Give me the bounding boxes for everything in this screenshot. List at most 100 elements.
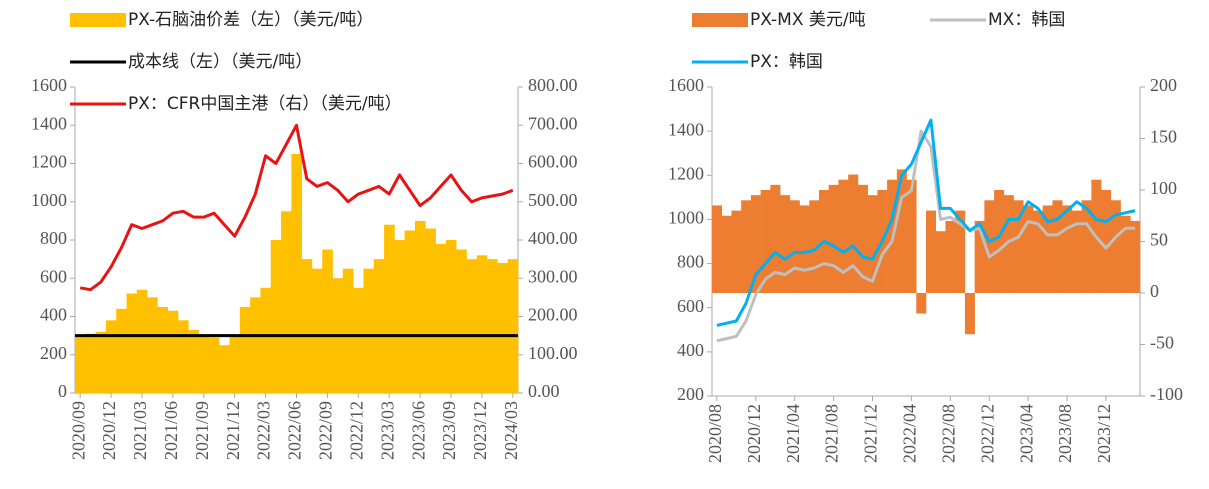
line <box>79 123 514 292</box>
x-tick-label: 2021/12 <box>223 401 243 460</box>
bar <box>750 195 761 293</box>
y-tick-label: 800 <box>40 228 67 248</box>
y2-tick-label: 0 <box>1150 281 1159 301</box>
y-tick-label: 1400 <box>31 113 67 133</box>
x-tick-label: 2021/12 <box>861 404 881 463</box>
bar <box>916 293 927 314</box>
x-tick-label: 2022/12 <box>977 404 997 463</box>
bar <box>147 297 158 393</box>
bar <box>219 345 230 393</box>
legend-label: 成本线（左）（美元/吨） <box>128 52 312 72</box>
bar <box>507 259 519 393</box>
line <box>716 118 1136 327</box>
y-tick-label: 1400 <box>668 119 704 139</box>
bar <box>848 174 859 293</box>
x-tick-label: 2023/09 <box>439 401 459 460</box>
bar <box>311 268 323 393</box>
bar <box>1033 210 1044 293</box>
y2-tick-label: 700.00 <box>528 113 578 133</box>
bar <box>1081 200 1092 293</box>
x-tick-label: 2020/09 <box>68 401 88 460</box>
bar <box>867 195 878 293</box>
bar <box>167 310 179 393</box>
y-tick-label: 1600 <box>668 75 704 95</box>
bar <box>935 231 946 293</box>
x-tick-label: 2020/12 <box>744 404 764 463</box>
bar <box>394 240 405 393</box>
bar <box>712 205 723 293</box>
bar <box>445 240 457 393</box>
y-tick-label: 400 <box>677 340 704 360</box>
x-tick-label: 2023/12 <box>470 401 490 460</box>
x-tick-label: 2021/04 <box>783 404 803 463</box>
bar <box>363 268 375 393</box>
x-tick-label: 2022/12 <box>346 401 366 460</box>
bar <box>239 306 251 393</box>
bar <box>984 200 995 293</box>
y2-tick-label: -100 <box>1150 384 1183 404</box>
bar <box>157 306 169 393</box>
bar <box>435 243 447 393</box>
bar <box>425 228 436 393</box>
legend-label: PX：韩国 <box>750 52 823 72</box>
bar <box>926 210 937 293</box>
x-tick-label: 2023/08 <box>1055 404 1075 463</box>
y2-tick-label: 200.00 <box>528 305 578 325</box>
bar <box>1071 210 1082 293</box>
bar <box>301 259 313 393</box>
bar <box>384 224 395 393</box>
bar <box>945 220 956 293</box>
y2-tick-label: 500.00 <box>528 190 578 210</box>
bar <box>1023 205 1034 293</box>
bar <box>770 184 781 293</box>
y2-tick-label: 400.00 <box>528 228 578 248</box>
bar <box>85 333 96 393</box>
bar <box>789 200 800 293</box>
bar <box>250 297 261 393</box>
y-tick-label: 1000 <box>668 208 704 228</box>
y2-tick-label: -50 <box>1150 333 1174 353</box>
y2-tick-label: 800.00 <box>528 75 578 95</box>
x-tick-label: 2022/03 <box>254 401 274 460</box>
bar <box>487 259 498 393</box>
x-tick-label: 2021/03 <box>130 401 150 460</box>
y-tick-label: 200 <box>40 343 67 363</box>
bar <box>466 259 478 393</box>
bar <box>178 320 189 393</box>
x-tick-label: 2022/06 <box>285 401 305 460</box>
y-tick-label: 0 <box>58 381 67 401</box>
bar <box>731 210 742 293</box>
x-tick-label: 2022/08 <box>938 404 958 463</box>
y-tick-label: 200 <box>677 384 704 404</box>
bar <box>260 287 272 393</box>
bar <box>291 153 302 393</box>
legend-label: PX：CFR中国主港（右）（美元/吨） <box>128 94 402 114</box>
bar <box>229 335 241 393</box>
x-tick-label: 2020/12 <box>99 401 119 460</box>
y-tick-label: 1200 <box>31 152 67 172</box>
bar <box>1013 200 1024 293</box>
bar <box>780 195 791 293</box>
bar <box>1120 215 1131 293</box>
bar <box>476 255 488 393</box>
x-tick-label: 2021/09 <box>192 401 212 460</box>
bar <box>741 200 752 293</box>
bar <box>322 249 333 393</box>
bar <box>188 329 199 393</box>
bar <box>75 335 86 393</box>
bar <box>1110 200 1121 293</box>
y2-tick-label: 200 <box>1150 75 1177 95</box>
legend-label: PX-MX 美元/吨 <box>750 10 866 30</box>
y2-tick-label: 100 <box>1150 178 1177 198</box>
bar <box>95 331 107 393</box>
x-tick-label: 2022/09 <box>316 401 336 460</box>
bar <box>105 320 117 393</box>
y2-tick-label: 300.00 <box>528 266 578 286</box>
legend-swatch <box>70 13 126 27</box>
x-tick-label: 2023/06 <box>408 401 428 460</box>
bar <box>198 335 210 393</box>
bar <box>1130 220 1141 293</box>
y-tick-label: 1600 <box>31 75 67 95</box>
bar <box>404 230 416 393</box>
